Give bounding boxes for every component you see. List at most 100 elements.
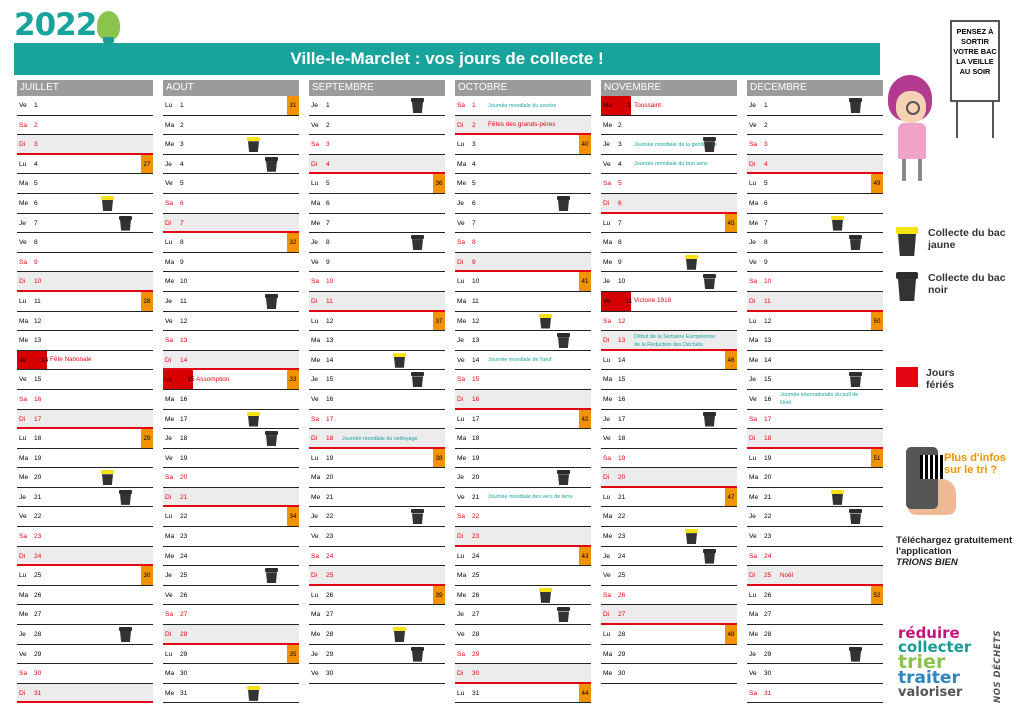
black-bin-icon <box>703 137 716 153</box>
weekday-label: Lu <box>749 454 757 462</box>
day-number: 11 <box>764 297 771 305</box>
yellow-bin-icon <box>539 587 552 603</box>
day-number: 15 <box>618 376 626 384</box>
week-number-badge: 28 <box>140 291 153 311</box>
day-number: 18 <box>326 435 334 443</box>
day-number: 13 <box>326 337 334 345</box>
day-row: Me 28 <box>309 625 445 645</box>
weekday-label: Ma <box>311 474 321 482</box>
day-number: 2 <box>326 121 330 129</box>
day-row: Di 11 <box>747 291 883 312</box>
weekday-label: Je <box>603 415 610 423</box>
weekday-label: Me <box>165 552 175 560</box>
day-row: Lu 17 42 <box>455 409 591 430</box>
weekday-label: Di <box>457 670 464 678</box>
weekday-label: Di <box>749 435 756 443</box>
day-row: Ve 9 <box>747 253 883 273</box>
day-event: Fête Nationale <box>50 356 92 364</box>
day-row: Je 8 <box>747 233 883 253</box>
weekday-label: Ve <box>749 395 757 403</box>
day-number: 8 <box>764 239 768 247</box>
weekday-label: Lu <box>19 572 27 580</box>
day-event: Toussaint <box>634 101 661 109</box>
day-row: Ma 5 <box>17 174 153 194</box>
day-number: 2 <box>764 121 768 129</box>
weekday-label: Sa <box>457 513 466 521</box>
day-number: 12 <box>180 317 188 325</box>
day-row: Sa 26 <box>601 586 737 606</box>
month-column-novembre: NOVEMBRE Ma 1 Toussaint Me 2 Je 3 Journée mondia… <box>601 80 737 684</box>
weekday-label: Je <box>603 141 610 149</box>
day-number: 19 <box>764 454 772 462</box>
day-number: 25 <box>326 572 334 580</box>
black-bin-icon <box>265 293 278 309</box>
day-row: Lu 11 28 <box>17 291 153 312</box>
black-bin-icon <box>557 607 570 623</box>
day-number: 16 <box>764 395 772 403</box>
slogan-logo: réduire collecter trier traiter valorise… <box>898 626 1008 706</box>
day-event: Noël <box>780 571 794 579</box>
day-row: Ve 1 <box>17 96 153 116</box>
day-number: 24 <box>180 552 188 560</box>
weekday-label: Di <box>165 356 172 364</box>
week-number-badge: 44 <box>578 683 591 703</box>
day-row: Lu 12 37 <box>309 311 445 332</box>
day-number: 24 <box>34 552 42 560</box>
day-row: Sa 9 <box>17 253 153 273</box>
weekday-label: Ve <box>165 591 173 599</box>
month-column-aout: AOUT Lu 1 31 Ma 2 Me 3 Je 4 Ve 5 Sa 6 Di 7 Lu 8 32 Ma 9 Me 10 J… <box>163 80 299 704</box>
day-row: Me 28 <box>747 625 883 645</box>
day-row: Di 21 <box>163 487 299 508</box>
weekday-label: Sa <box>19 258 28 266</box>
day-number: 16 <box>472 395 480 403</box>
day-row: Sa 3 <box>309 135 445 155</box>
weekday-label: Lu <box>603 356 611 364</box>
weekday-label: Me <box>603 395 613 403</box>
weekday-label: Ve <box>457 356 465 364</box>
day-row: Di 7 <box>163 213 299 234</box>
day-row: Ve 23 <box>747 527 883 547</box>
day-row: Di 4 <box>309 154 445 175</box>
weekday-label: Di <box>19 278 26 286</box>
weekday-label: Me <box>19 337 29 345</box>
day-row: Me 31 <box>163 684 299 704</box>
weekday-label: Ve <box>311 533 319 541</box>
yellow-bin-icon <box>831 215 844 231</box>
day-number: 29 <box>472 650 480 658</box>
weekday-label: Je <box>311 376 318 384</box>
day-number: 20 <box>764 474 772 482</box>
day-row: Lu 28 48 <box>601 625 737 645</box>
weekday-label: Sa <box>165 474 174 482</box>
qr-code-icon <box>920 455 944 479</box>
month-header: NOVEMBRE <box>601 80 737 96</box>
day-number: 26 <box>472 591 480 599</box>
week-number-badge: 30 <box>140 566 153 585</box>
weekday-label: Lu <box>603 493 611 501</box>
weekday-label: Je <box>749 650 756 658</box>
day-number: 6 <box>180 199 184 207</box>
day-row: Ve 8 <box>17 233 153 253</box>
weekday-label: Lu <box>165 376 173 384</box>
weekday-label: Ve <box>749 258 757 266</box>
reminder-text: PENSEZ À SORTIR VOTRE BAC LA VEILLE AU S… <box>950 20 1000 102</box>
black-bin-icon <box>119 627 132 643</box>
day-number: 11 <box>625 297 633 305</box>
black-bin-icon <box>411 509 424 525</box>
day-row: Di 3 <box>17 135 153 155</box>
day-row: Me 7 <box>309 214 445 234</box>
day-number: 23 <box>472 533 480 541</box>
weekday-label: Lu <box>19 435 27 443</box>
legend-yellow-label: Collecte du bac jaune <box>928 227 1006 251</box>
weekday-label: Ve <box>19 513 27 521</box>
day-number: 30 <box>618 670 626 678</box>
day-row: Me 16 <box>601 390 737 410</box>
day-number: 3 <box>326 141 330 149</box>
week-number-badge: 48 <box>724 625 737 644</box>
day-row: Ve 14 Journée mondiale de l'œuf <box>455 351 591 371</box>
weekday-label: Ma <box>603 239 613 247</box>
day-number: 6 <box>326 199 330 207</box>
day-number: 12 <box>34 317 42 325</box>
day-number: 23 <box>326 533 334 541</box>
day-row: Ma 25 <box>455 566 591 586</box>
weekday-label: Ma <box>603 650 613 658</box>
